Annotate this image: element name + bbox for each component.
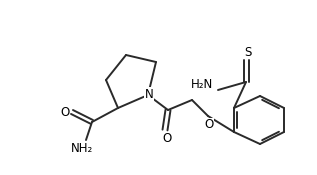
Text: N: N (145, 88, 153, 100)
Text: O: O (204, 118, 214, 131)
Text: O: O (162, 131, 171, 145)
Text: S: S (244, 47, 252, 60)
Text: O: O (60, 106, 70, 118)
Text: NH₂: NH₂ (71, 142, 93, 155)
Text: H₂N: H₂N (191, 79, 213, 92)
